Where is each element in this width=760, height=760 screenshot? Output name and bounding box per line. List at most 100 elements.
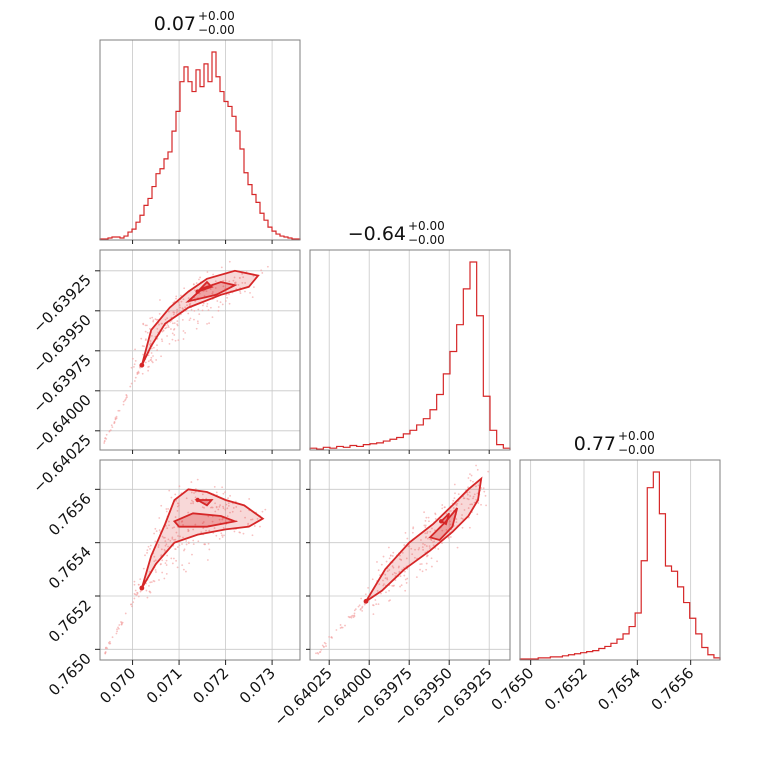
- panel-2-0-sample-point: [196, 478, 199, 481]
- panel-1-0-sample-point: [201, 304, 204, 307]
- panel-1-0-sample-point: [187, 312, 190, 315]
- panel-1-0-sample-point: [150, 358, 152, 361]
- panel-2-1-sample-point: [386, 577, 388, 580]
- panel-2-0-sample-point: [224, 491, 226, 494]
- panel-2-0-tail-point: [118, 624, 121, 626]
- panel-2-1-sample-point: [425, 562, 428, 565]
- panel-1-0-sample-point: [145, 338, 147, 340]
- panel-2-1-sample-point: [392, 551, 395, 554]
- panel-2-0-sample-point: [153, 555, 156, 558]
- panel-1-0-sample-point: [166, 323, 169, 325]
- panel-2-1-frame: [309, 459, 511, 661]
- panel-2-0-tail-point: [124, 612, 127, 615]
- panel-2-1-sample-point: [405, 582, 408, 584]
- panel-1-0-sample-point: [130, 366, 133, 369]
- panel-2-1-sample-point: [469, 495, 472, 497]
- panel-2-0-tail-point: [132, 601, 135, 604]
- panel-2-1-sample-point: [463, 509, 466, 511]
- panel-2-0-sample-point: [175, 499, 177, 502]
- panel-2-1-sample-point: [380, 563, 383, 566]
- panel-2-0-sample-point: [173, 538, 175, 541]
- panel-1-0-tail-point: [134, 376, 137, 379]
- panel-1-0-sample-point: [177, 339, 180, 342]
- panel-1-0-sample-point: [150, 347, 153, 350]
- panel-2-1-sample-point: [383, 583, 385, 586]
- panel-2-1-sample-point: [431, 527, 433, 530]
- panel-2-0-sample-point: [177, 504, 180, 507]
- panel-1-0-sample-point: [180, 300, 183, 303]
- panel-2-1-sample-point: [377, 603, 380, 606]
- panel-1-0-sample-point: [141, 345, 144, 347]
- panel-2-0-sample-point: [178, 485, 181, 488]
- panel-1-0-sample-point: [195, 327, 198, 330]
- panel-1-0-tail-point: [113, 421, 116, 423]
- panel-2-0-sample-point: [166, 527, 169, 530]
- panel-1-0-sample-point: [152, 319, 155, 322]
- panel-2-0-sample-point: [157, 546, 160, 548]
- panel-2-0-sample-point: [154, 569, 157, 571]
- panel-2-0-sample-point: [137, 595, 140, 598]
- panel-2-1-sample-point: [477, 484, 480, 487]
- panel-2-0-sample-point: [165, 572, 168, 575]
- panel-1-0-sample-point: [206, 322, 208, 325]
- panel-2-1-sample-point: [427, 516, 430, 519]
- panel-2-0-sample-point: [226, 507, 229, 510]
- panel-1-0-sample-point: [189, 302, 192, 305]
- panel-2-0-tail-point: [117, 626, 119, 629]
- panel-2-0-sample-point: [146, 551, 148, 554]
- panel-2-0-sample-point: [146, 549, 149, 552]
- panel-2-0-sample-point: [165, 508, 168, 510]
- panel-1-0-sample-point: [207, 309, 210, 311]
- panel-2-1-sample-point: [426, 530, 429, 533]
- panel-1-0-sample-point: [188, 319, 191, 322]
- panel-2-1-sample-point: [411, 531, 414, 534]
- panel-1-0-sample-point: [197, 322, 199, 325]
- panel-2-1-tail-point: [335, 629, 338, 631]
- panel-2-0-sample-point: [229, 494, 231, 497]
- panel-2-1-sample-point: [469, 473, 471, 476]
- panel-1-0-sample-point: [186, 304, 188, 307]
- panel-2-1-sample-point: [461, 514, 463, 516]
- panel-2-0-sample-point: [203, 543, 206, 546]
- panel-2-1-sample-point: [468, 526, 471, 529]
- panel-1-0-sample-point: [198, 292, 201, 295]
- panel-2-0-sample-point: [167, 520, 170, 523]
- panel-2-0-sample-point: [251, 518, 254, 521]
- panel-2-1-sample-point: [424, 532, 427, 535]
- panel-2-0-sample-point: [142, 567, 145, 570]
- panel-2-0-sample-point: [171, 536, 174, 539]
- panel-1-0-sample-point: [182, 308, 184, 311]
- panel-2-0-sample-point: [164, 540, 167, 542]
- panel-2-0-sample-point: [182, 536, 184, 539]
- panel-2-1-sample-point: [460, 517, 463, 520]
- panel-2-0-sample-point: [139, 578, 142, 581]
- panel-2-1-sample-point: [378, 583, 381, 585]
- panel-2-1-sample-point: [473, 493, 476, 496]
- panel-2-0-sample-point: [221, 486, 224, 489]
- panel-2-1-sample-point: [388, 569, 391, 571]
- panel-2-1-sample-point: [395, 572, 397, 575]
- panel-2-0-sample-point: [264, 508, 267, 511]
- panel-2-1-sample-point: [470, 503, 473, 506]
- panel-1-0-sample-point: [224, 300, 227, 302]
- panel-1-0-sample-point: [241, 281, 244, 284]
- panel-2-0-sample-point: [185, 543, 188, 546]
- panel-1-0-sample-point: [260, 269, 263, 272]
- panel-1-0-sample-point: [193, 309, 196, 312]
- panel-1-0-sample-point: [203, 295, 206, 297]
- panel-1-0-sample-point: [167, 326, 170, 329]
- panel-1-0-sample-point: [249, 291, 251, 294]
- panel-2-0-sample-point: [165, 543, 168, 546]
- panel-1-0-sample-point: [214, 287, 217, 289]
- panel-1-0-sample-point: [168, 342, 171, 345]
- panel-2-1-sample-point: [466, 491, 469, 494]
- panel-2-0-sample-point: [192, 500, 195, 503]
- panel-2-1-tail-point: [341, 626, 344, 629]
- panel-1-0-tail-point: [124, 398, 127, 401]
- panel-2-0-sample-point: [239, 510, 242, 513]
- panel-2-0-sample-point: [153, 560, 156, 563]
- param-err-minus-1: −0.00: [408, 233, 445, 247]
- panel-2-1-tail-point: [315, 652, 317, 655]
- panel-2-0-sample-point: [178, 544, 181, 547]
- panel-1-0-sample-point: [141, 372, 144, 375]
